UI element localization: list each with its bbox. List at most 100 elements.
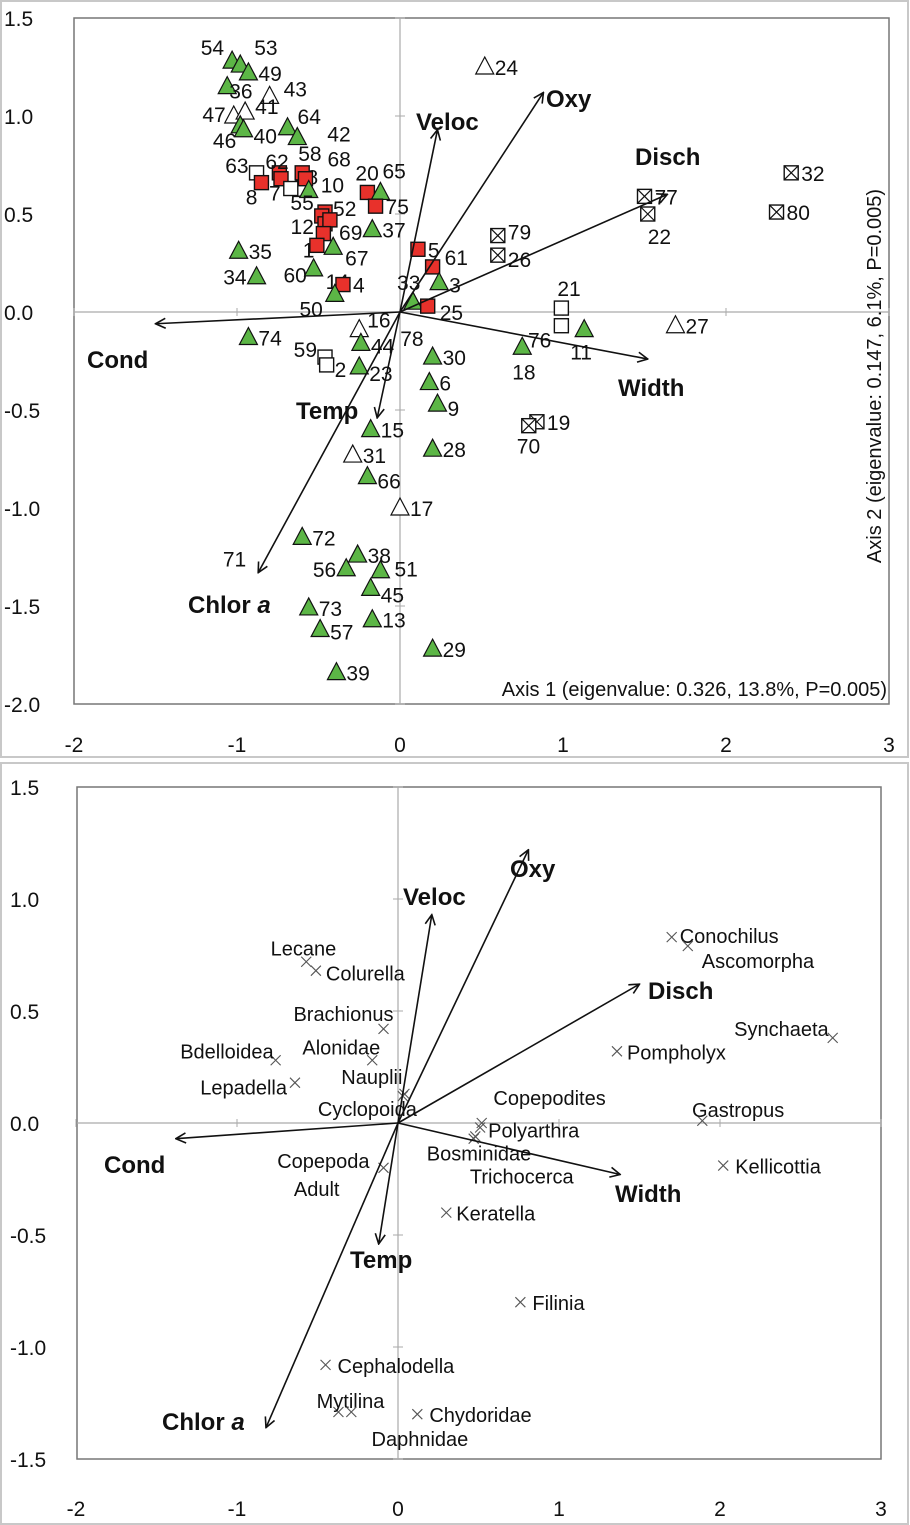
site-triangle-marker <box>370 559 391 579</box>
species-label-chydoridae: Chydoridae <box>429 1405 531 1427</box>
x-tick-label: 1 <box>553 1498 565 1521</box>
site-square-x-mark <box>490 247 506 263</box>
site-label: 73 <box>319 598 342 621</box>
x-tick-label: -2 <box>65 734 84 757</box>
site-label: 58 <box>298 143 321 166</box>
site-label: 23 <box>369 363 392 386</box>
site-square-x-mark <box>783 165 799 181</box>
vector-label-oxy: Oxy <box>546 86 592 113</box>
species-label-brachionus: Brachionus <box>293 1004 393 1026</box>
site-label: 29 <box>443 639 466 662</box>
species-x-marker <box>345 1406 357 1418</box>
x-tick-label: -1 <box>228 734 247 757</box>
site-label: 57 <box>330 622 353 645</box>
site-triangle-marker <box>427 392 448 412</box>
site-label: 60 <box>284 264 307 287</box>
species-x-marker <box>289 1077 301 1089</box>
site-label: 21 <box>557 278 580 301</box>
site-label: 67 <box>345 247 368 270</box>
species-label-line: Copepoda <box>277 1151 370 1173</box>
y-axis-title: Axis 2 (eigenvalue: 0.147, 6.1%, P=0.005… <box>864 189 886 563</box>
species-x-marker <box>682 940 694 952</box>
site-triangle-marker <box>238 61 259 81</box>
species-label-gastropus: Gastropus <box>692 1100 784 1122</box>
site-label: 40 <box>254 126 277 149</box>
site-label: 52 <box>333 198 356 221</box>
site-label: 31 <box>363 445 386 468</box>
site-square-x-mark <box>769 204 784 220</box>
site-label: 30 <box>443 347 466 370</box>
species-label-line: Ascomorpha <box>702 951 815 973</box>
vector-label-temp: Temp <box>296 398 358 425</box>
species-label-line: Cephalodella <box>338 1356 456 1378</box>
x-tick-label: 0 <box>392 1498 404 1521</box>
site-label: 74 <box>258 327 282 350</box>
vector-arrow-disch <box>397 984 640 1124</box>
site-square-x-mark <box>521 418 537 434</box>
vector-arrow-width <box>399 311 648 359</box>
species-label-line: Lepadella <box>200 1078 288 1100</box>
y-tick-label: -2.0 <box>4 694 40 717</box>
site-square-marker <box>283 180 299 197</box>
vector-arrow-cond <box>176 1122 399 1139</box>
site-label: 17 <box>410 498 433 521</box>
species-x-marker <box>666 931 678 943</box>
species-x-marker <box>611 1045 623 1057</box>
site-triangle-marker <box>362 608 383 628</box>
site-label: 66 <box>377 471 400 494</box>
site-label: 2 <box>335 359 347 382</box>
site-triangle-marker <box>422 437 443 457</box>
site-triangle-marker <box>422 345 443 365</box>
site-label: 55 <box>290 192 313 215</box>
vector-arrow-chlor-a <box>258 311 401 573</box>
site-ordination-chart: -2 -1 0 1 2 31.51.00.50.0-0.5-1.0-1.5-2.0Axis… <box>4 8 895 757</box>
site-square-marker <box>553 300 570 316</box>
site-label: 56 <box>313 559 336 582</box>
site-triangle-marker <box>324 283 345 302</box>
site-label: 78 <box>400 328 423 351</box>
site-square-marker <box>253 174 270 191</box>
vector-arrow-oxy <box>397 850 528 1124</box>
site-triangle-marker <box>233 118 254 138</box>
y-tick-label: 0.0 <box>10 1113 39 1136</box>
site-label: 70 <box>517 436 540 459</box>
site-triangle-marker <box>429 271 450 291</box>
species-label-line: Adult <box>294 1179 340 1201</box>
site-triangle-marker <box>350 332 371 351</box>
species-label-lecane: Lecane <box>271 939 337 961</box>
y-tick-label: 0.5 <box>10 1001 39 1024</box>
y-tick-label: 1.0 <box>4 106 33 129</box>
site-triangle-marker <box>422 637 443 657</box>
environmental-vectors: Veloc Oxy Disch Width Cond Temp Chlor a <box>104 850 713 1436</box>
vector-label-disch: Disch <box>635 144 700 171</box>
site-square-marker <box>367 198 384 214</box>
species-label-line: Mytilina <box>317 1391 386 1413</box>
site-label: 36 <box>229 81 252 104</box>
site-label: 20 <box>355 162 378 185</box>
species-label-line: Cyclopoida <box>318 1099 418 1121</box>
species-x-marker <box>300 956 312 968</box>
vector-label-cond: Cond <box>87 347 148 374</box>
site-triangle-marker <box>574 318 595 338</box>
site-triangle-marker <box>238 326 259 346</box>
site-label: 51 <box>394 559 417 582</box>
x-tick-label: 3 <box>875 1498 887 1521</box>
vector-label-oxy: Oxy <box>510 856 556 883</box>
site-triangle-marker <box>292 526 313 546</box>
species-x-marker <box>468 1133 480 1145</box>
vector-label-disch: Disch <box>648 978 713 1005</box>
species-label-line: Lecane <box>271 939 337 961</box>
site-triangle-marker <box>360 577 381 596</box>
species-x-marker <box>717 1160 729 1171</box>
environmental-vectors: Veloc Oxy Disch Width Cond Temp Chlor a <box>87 86 700 619</box>
site-label: 18 <box>512 361 535 384</box>
site-label: 1 <box>303 240 315 263</box>
site-triangle-marker <box>342 443 363 463</box>
site-triangle-marker <box>419 371 440 391</box>
site-label: 6 <box>439 373 451 396</box>
vector-label-italic: a <box>257 592 270 619</box>
site-label: 25 <box>440 302 463 325</box>
y-tick-label: -1.5 <box>10 1449 46 1472</box>
vector-arrow-temp <box>377 311 401 418</box>
x-tick-label: 3 <box>883 734 895 757</box>
